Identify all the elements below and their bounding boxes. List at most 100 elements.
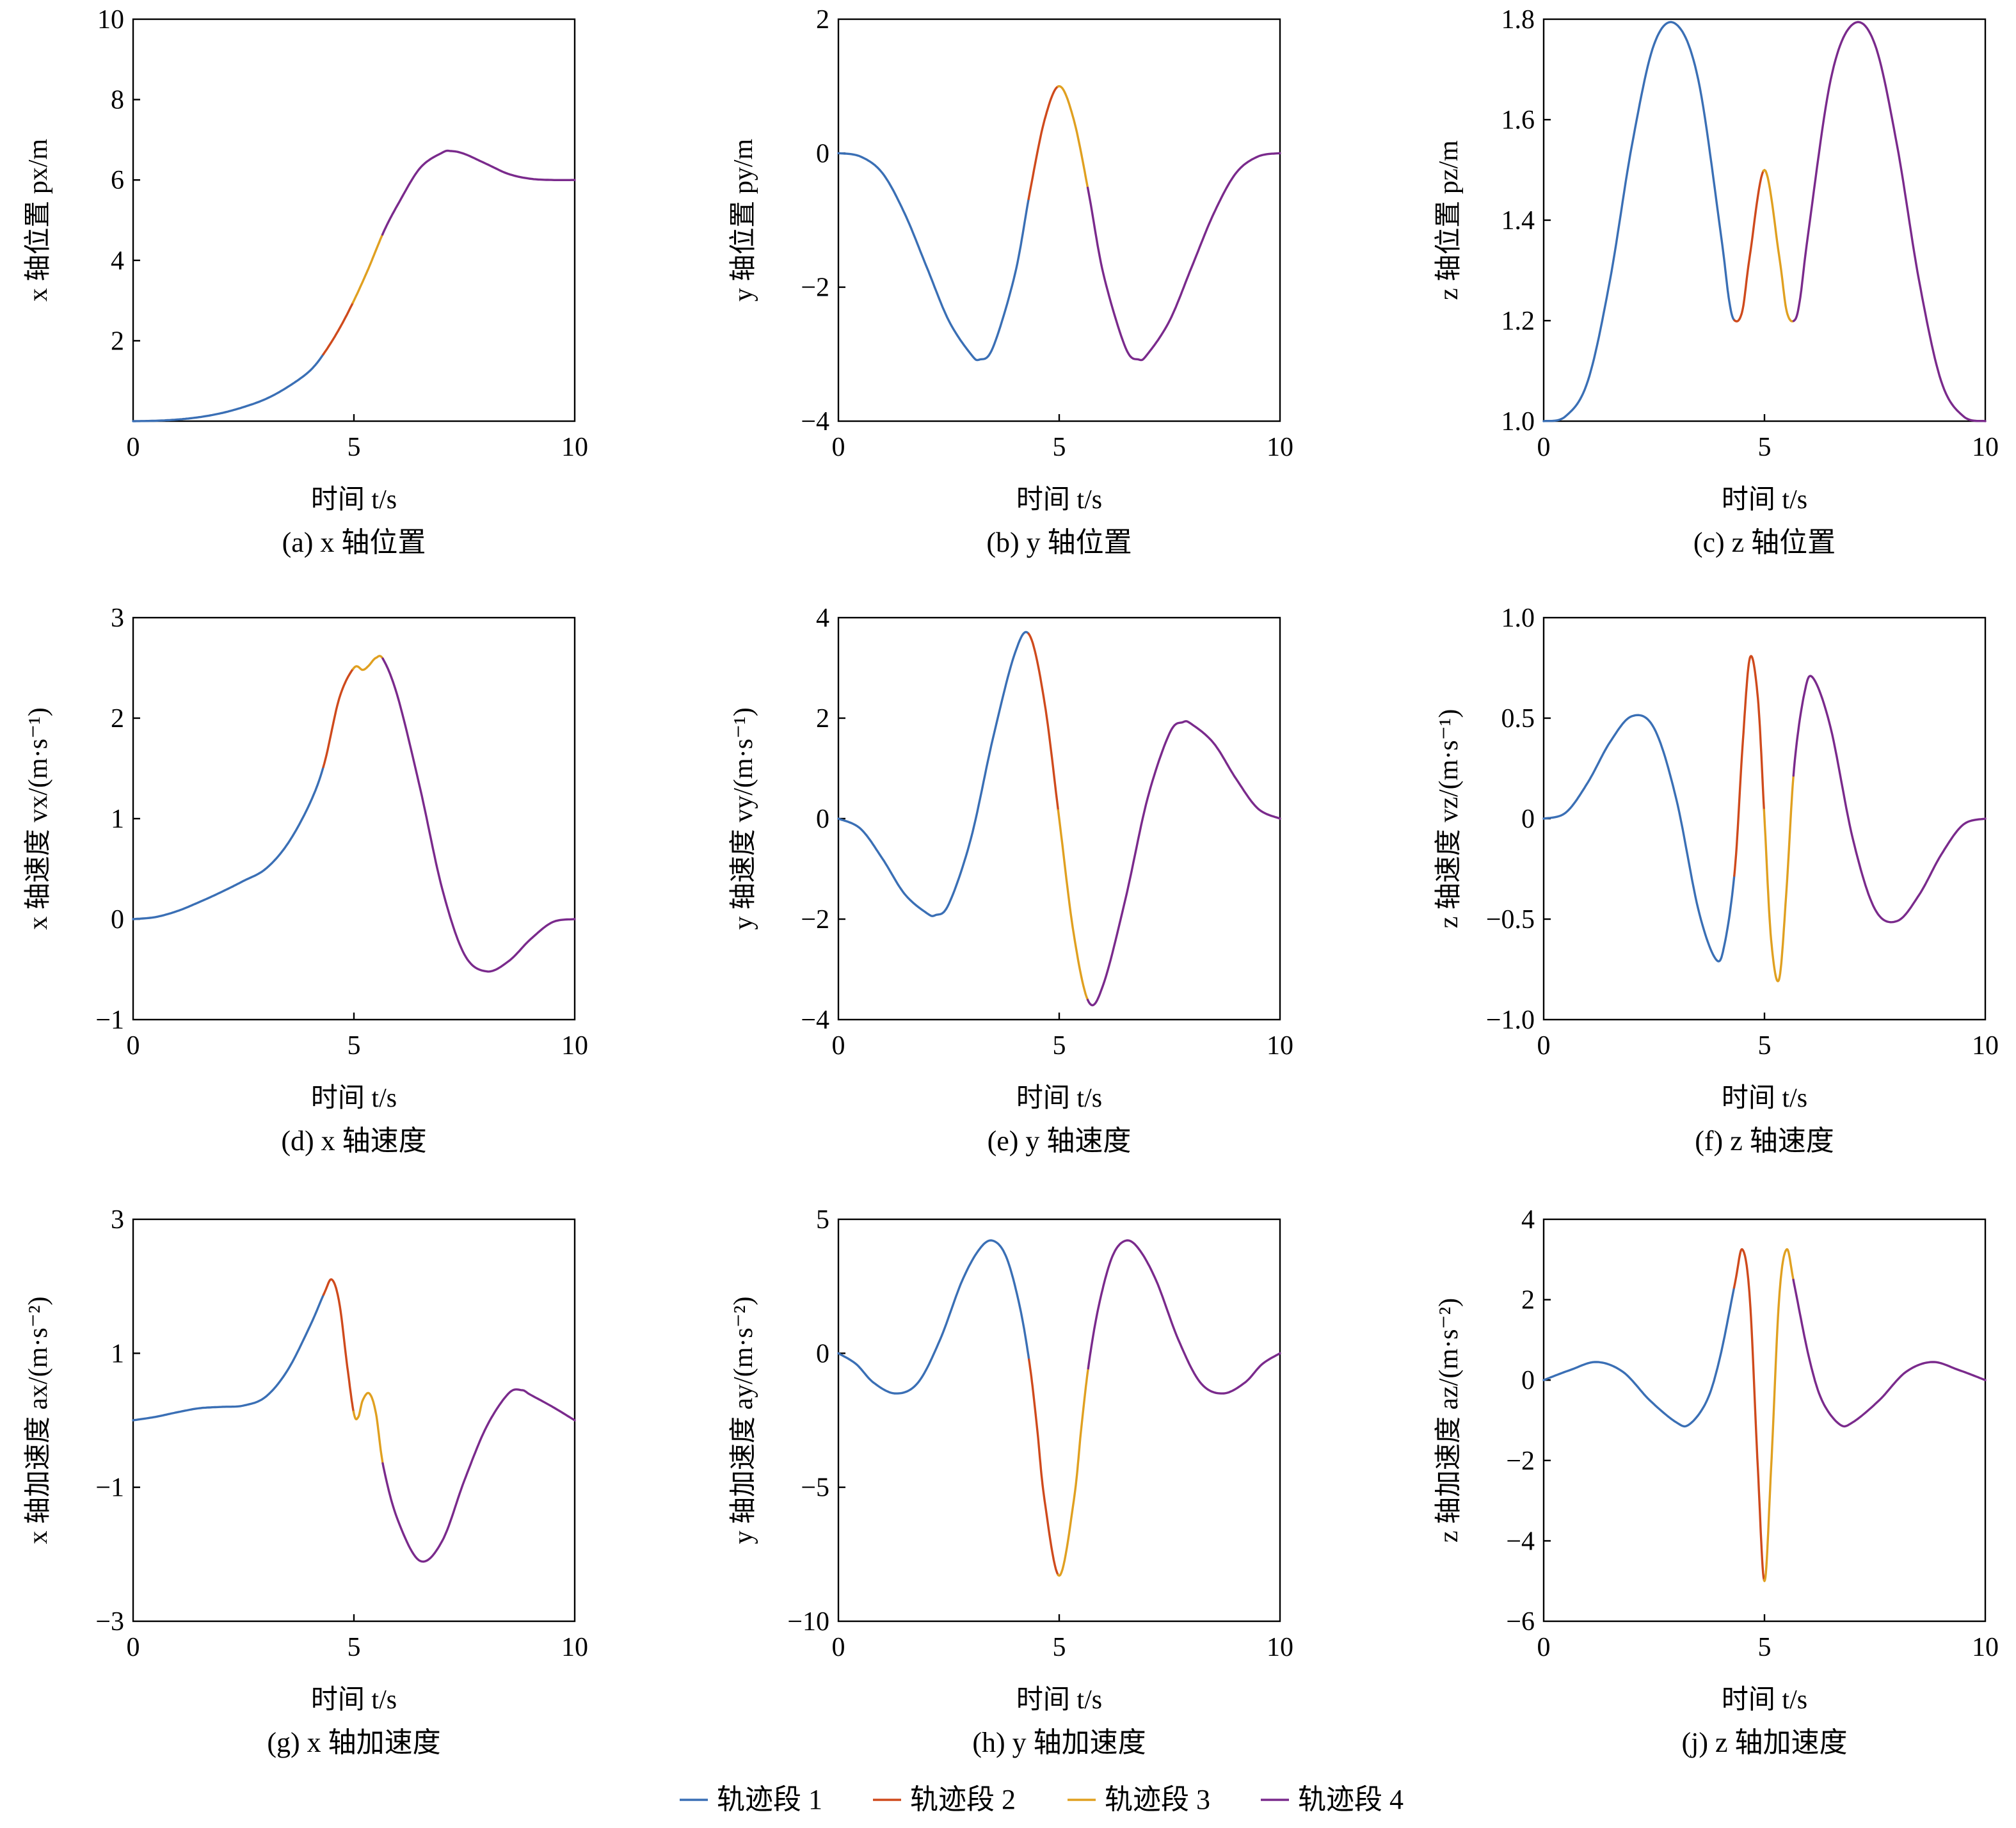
x-tick-label: 5 [348,433,361,462]
series-line-segment-3 [1763,774,1795,982]
y-tick-label: 0 [816,139,829,168]
y-tick-label: −1 [95,1006,124,1035]
chart-panel-c: 0 5 10 1.0 1.2 1.4 1.6 1.8 时间 t/s z 轴位置 pz/m (c) z… [1434,5,1999,558]
x-tick-label: 0 [832,433,845,462]
series-line-segment-4 [381,149,576,236]
y-tick-label: 6 [111,166,124,195]
y-tick-label: 2 [111,326,124,356]
y-tick-label: 4 [1521,1205,1535,1235]
series-line-segment-1 [132,353,324,422]
x-axis-label: 时间 t/s [1722,1084,1807,1113]
y-tick-label: 3 [111,604,124,633]
series-line-segment-1 [1542,714,1736,963]
legend-label: 轨迹段 4 [1298,1784,1404,1815]
x-tick-label: 0 [1537,433,1551,462]
series-line-segment-4 [1792,1278,1987,1428]
y-tick-label: 1.0 [1501,604,1535,633]
series-line-segment-1 [837,152,1030,362]
panel-caption: (c) z 轴位置 [1693,527,1836,558]
plot-frame [132,616,576,1021]
legend-label: 轨迹段 3 [1105,1784,1210,1815]
plot-frame [132,1218,576,1623]
series-line-segment-1 [837,1239,1030,1395]
y-axis-label: z 轴速度 vz/(m·s⁻¹) [1434,709,1464,929]
x-tick-label: 10 [561,433,588,462]
series-line-segment-4 [1087,1239,1281,1395]
y-tick-label: −3 [95,1607,124,1637]
y-axis-label: x 轴速度 vx/(m·s⁻¹) [24,707,53,929]
y-tick-label: −4 [1506,1527,1535,1556]
x-axis-label: 时间 t/s [311,485,397,515]
x-tick-label: 0 [1537,1633,1551,1662]
y-tick-label: −4 [801,407,829,437]
series-line-segment-3 [1057,1367,1089,1577]
x-tick-label: 5 [1053,1633,1066,1662]
x-tick-label: 10 [1267,1031,1293,1061]
y-axis-label: y 轴位置 py/m [728,139,758,302]
legend: 轨迹段 1 轨迹段 2 轨迹段 3 轨迹段 4 [680,1784,1404,1815]
series-line-segment-4 [1792,20,1987,422]
panel-caption: (e) y 轴速度 [988,1125,1132,1157]
x-tick-label: 10 [561,1031,588,1061]
x-tick-label: 0 [127,433,140,462]
y-tick-label: −5 [801,1473,829,1503]
y-tick-label: 0 [816,805,829,834]
chart-panel-g: 0 5 10 −3 −1 1 3 时间 t/s x 轴加速度 ax/(m·s⁻²) (g) x 轴… [24,1205,588,1758]
y-tick-label: −10 [787,1607,829,1637]
x-tick-label: 5 [1758,1031,1772,1061]
series-line-segment-2 [1732,1248,1765,1582]
y-axis-label: x 轴加速度 ax/(m·s⁻²) [24,1296,53,1544]
series-line-segment-3 [1762,168,1795,323]
series-line-segment-1 [132,766,324,920]
y-tick-label: 8 [111,86,124,115]
y-axis-label: y 轴速度 vy/(m·s⁻¹) [729,707,758,929]
series-line-segment-2 [322,301,355,356]
y-axis-label: y 轴加速度 ay/(m·s⁻²) [729,1296,758,1544]
y-tick-label: 4 [816,604,829,633]
y-axis-label: z 轴位置 pz/m [1434,140,1464,300]
y-tick-label: 1 [111,1339,124,1368]
panel-caption: (h) y 轴加速度 [972,1727,1146,1758]
series-line-segment-1 [837,630,1030,917]
x-axis-label: 时间 t/s [1722,485,1807,515]
legend-label: 轨迹段 1 [717,1784,822,1815]
x-axis-label: 时间 t/s [311,1685,397,1715]
series-line-segment-4 [1792,675,1987,924]
y-tick-label: 5 [816,1205,829,1235]
series-line-segment-3 [352,1391,384,1464]
series-line-segment-1 [1542,20,1736,422]
y-tick-label: 0 [1521,1366,1535,1395]
panel-caption: (j) z 轴加速度 [1681,1727,1847,1758]
y-tick-label: −0.5 [1486,905,1535,934]
x-tick-label: 0 [832,1633,845,1662]
series-line-segment-2 [322,1278,355,1413]
y-tick-label: 0 [111,905,124,934]
y-tick-label: 2 [1521,1286,1535,1315]
panel-caption: (d) x 轴速度 [281,1125,426,1157]
chart-panel-f: 0 5 10 −1.0 −0.5 0 0.5 1.0 时间 t/s z 轴速度 vz/(m·s⁻¹… [1434,604,1999,1157]
legend-item-3: 轨迹段 3 [1068,1784,1210,1815]
series-line-segment-2 [1027,85,1060,200]
series-line-segment-3 [1057,809,1089,1001]
x-tick-label: 0 [127,1633,140,1662]
y-tick-label: −1.0 [1486,1006,1535,1035]
y-tick-label: 4 [111,246,124,276]
y-tick-label: −6 [1506,1607,1535,1637]
panel-caption: (b) y 轴位置 [986,527,1132,558]
x-tick-label: 10 [1972,1031,1999,1061]
y-tick-label: 0.5 [1501,704,1535,734]
y-axis-label: x 轴位置 px/m [23,139,53,302]
y-tick-label: 1 [111,805,124,834]
y-tick-label: 2 [816,704,829,734]
y-tick-label: 10 [97,5,124,35]
chart-panel-j: 0 5 10 −6 −4 −2 0 2 4 时间 t/s z 轴加速度 az/(m·s⁻²) (j) … [1434,1205,1999,1758]
series-line-segment-4 [381,657,576,973]
y-tick-label: −2 [1506,1447,1535,1476]
x-tick-label: 5 [348,1633,361,1662]
y-tick-label: 1.4 [1501,206,1535,236]
series-line-segment-1 [1542,1287,1736,1428]
series-line-segment-4 [1086,152,1281,362]
